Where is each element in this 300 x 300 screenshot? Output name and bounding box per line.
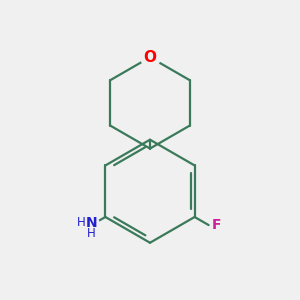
Text: H: H	[76, 216, 85, 229]
Text: N: N	[85, 216, 97, 230]
Text: O: O	[143, 50, 157, 65]
Text: H: H	[87, 227, 96, 240]
Text: F: F	[212, 218, 221, 232]
